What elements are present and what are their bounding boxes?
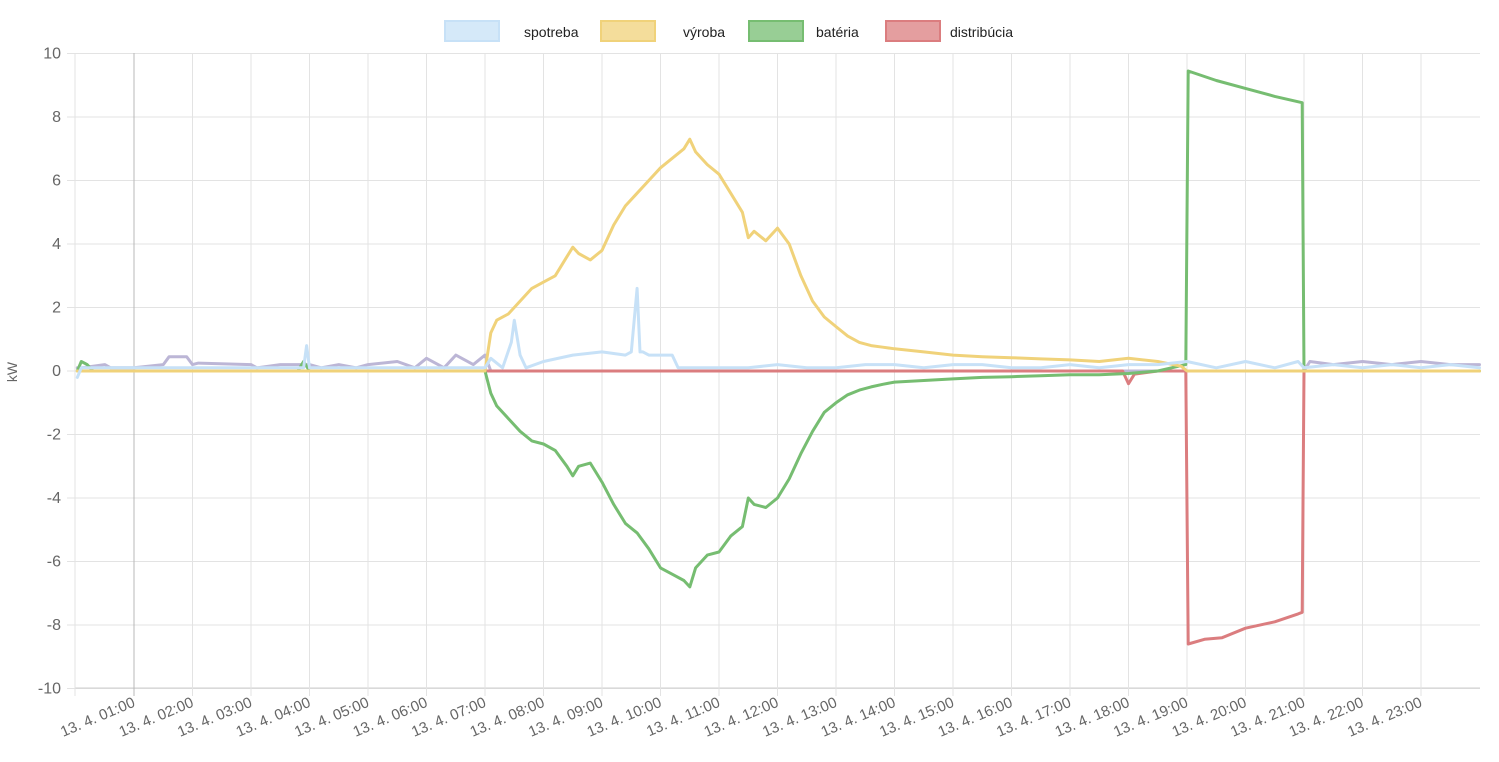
legend-label: výroba [683, 24, 725, 40]
legend-swatch [748, 20, 804, 42]
y-tick-label: -4 [47, 490, 61, 507]
x-gridlines [74, 53, 1422, 696]
legend-swatch [885, 20, 941, 42]
legend-item-spotreba[interactable]: spotreba [444, 20, 579, 42]
y-tick-label: -2 [47, 427, 61, 444]
legend-item-distribúcia[interactable]: distribúcia [885, 20, 1013, 42]
y-tick-label: 4 [52, 236, 61, 253]
legend-swatch [600, 20, 656, 42]
y-tick-label: -8 [47, 617, 61, 634]
y-tick-label: -6 [47, 554, 61, 571]
y-tick-label: -10 [38, 681, 61, 698]
y-tick-label: 2 [52, 300, 61, 317]
y-tick-label: 8 [52, 109, 61, 126]
series-line-unnamed [75, 353, 1481, 373]
series-lines [75, 69, 1481, 646]
series-line-výroba [75, 137, 1481, 373]
y-tick-label: 6 [52, 173, 61, 190]
y-axis-tick-labels: 10 8 6 4 2 0 -2 -4 -6 -8 -10 [38, 46, 61, 698]
legend-label: spotreba [524, 24, 579, 40]
legend-item-výroba[interactable]: výroba [600, 20, 725, 42]
series-line-distribúcia [483, 369, 1306, 646]
legend-swatch [444, 20, 500, 42]
series-line-spotreba [75, 286, 1481, 379]
legend-label: distribúcia [950, 24, 1013, 40]
legend-item-batéria[interactable]: batéria [748, 20, 859, 42]
legend: spotreba výroba batéria distribúcia [444, 20, 1013, 42]
series-line-batéria [75, 69, 1481, 589]
y-tick-label: 10 [43, 46, 61, 63]
y-tick-label: 0 [52, 363, 61, 380]
legend-label: batéria [816, 24, 859, 40]
y-axis-title: kW [4, 361, 20, 382]
